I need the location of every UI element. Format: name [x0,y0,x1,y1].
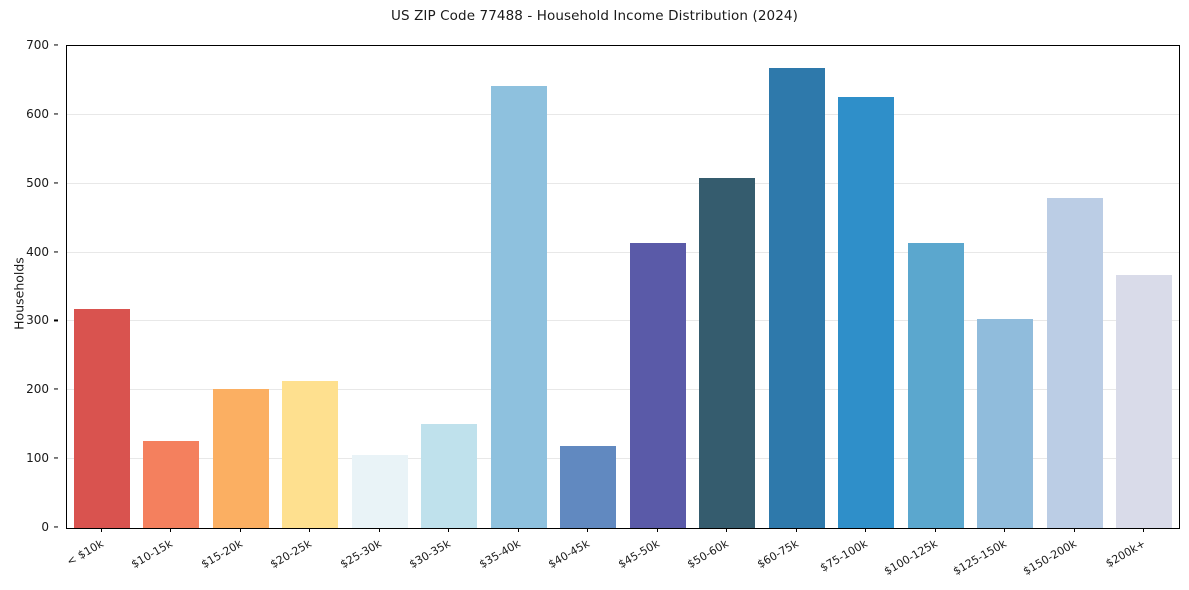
bar-slot [206,46,276,528]
x-tick-label: $40-45k [546,537,593,571]
y-tick-mark [54,319,58,321]
y-tick-mark [54,113,58,115]
bar[interactable] [351,455,408,528]
bar[interactable] [73,309,130,528]
bar-slot [137,46,207,528]
x-tick-label: $10-15k [129,537,176,571]
x-tick-mark [865,528,867,532]
x-slot: $125-150k [951,528,1040,590]
x-axis: < $10k $10-15k $15-20k $20-25k $25-30k $30-35… [64,528,1179,590]
x-tick-label: $30-35k [407,537,454,571]
x-tick-label: $20-25k [268,537,315,571]
x-tick-mark [517,528,519,532]
bar-slot [971,46,1041,528]
y-tick-label: 300 [26,313,49,328]
x-tick-label: $200k+ [1103,537,1149,571]
x-slot: $150-200k [1021,528,1109,590]
bar[interactable] [768,68,825,528]
x-slot: $40-45k [546,528,623,590]
x-slot: $30-35k [407,528,484,590]
x-slot: $10-15k [129,528,206,590]
x-tick-label: $15-20k [198,537,245,571]
x-slot: $100-125k [882,528,970,590]
y-tick-label: 0 [41,520,49,534]
bar[interactable] [699,177,756,528]
bar[interactable] [212,388,269,528]
x-slot: $25-30k [338,528,414,590]
x-tick-mark [100,528,102,532]
bar[interactable] [1046,197,1103,528]
x-slot: $200k+ [1104,528,1179,590]
bar[interactable] [560,446,617,528]
x-slot: $15-20k [199,528,275,590]
x-tick-label: $25-30k [337,537,384,571]
y-tick-mark [54,457,58,459]
y-tick-label: 400 [26,244,49,259]
y-tick-label: 200 [26,382,49,397]
x-slot: $50-60k [685,528,762,590]
y-tick-mark [54,251,58,253]
bar[interactable] [421,424,478,528]
bar-slot [623,46,693,528]
bar[interactable] [629,242,686,528]
bar[interactable] [907,242,964,528]
bar-slot [484,46,554,528]
x-tick-mark [726,528,728,532]
bar[interactable] [1116,275,1173,528]
bar-slot [276,46,346,528]
y-tick-label: 700 [26,38,49,52]
x-slot: $35-40k [477,528,553,590]
plot-area [66,45,1180,529]
x-slot: $60-75k [755,528,831,590]
bar-slot [67,46,137,528]
x-tick-mark [795,528,797,532]
bar-slot [1040,46,1110,528]
bar[interactable] [838,96,895,528]
x-tick-mark [656,528,658,532]
bar-series [67,46,1179,528]
x-tick-label: $45-50k [615,537,662,571]
bar[interactable] [490,85,547,528]
bar[interactable] [977,319,1034,528]
x-slot: $75-100k [818,528,901,590]
bar-slot [415,46,485,528]
bar-slot [1110,46,1180,528]
x-tick-label: $50-60k [685,537,732,571]
x-slot: $20-25k [268,528,345,590]
x-tick-mark [1073,528,1075,532]
x-tick-mark [448,528,450,532]
x-tick-mark [170,528,172,532]
chart-title: US ZIP Code 77488 - Household Income Dis… [391,8,798,24]
bar-slot [762,46,832,528]
x-tick-mark [378,528,380,532]
y-tick-mark [54,44,58,46]
y-tick-mark [54,526,58,528]
y-tick-mark [54,182,58,184]
x-slot: $45-50k [616,528,692,590]
x-tick-mark [239,528,241,532]
x-tick-mark [934,528,936,532]
bar[interactable] [143,440,200,528]
bar-slot [693,46,763,528]
x-tick-mark [1004,528,1006,532]
bar-slot [901,46,971,528]
y-tick-label: 100 [26,451,49,466]
x-tick-label: $35-40k [476,537,523,571]
x-tick-label: < $10k [64,537,106,569]
bar-slot [345,46,415,528]
y-tick-label: 600 [26,106,49,121]
x-tick-mark [587,528,589,532]
y-tick-mark [54,388,58,390]
x-slot: < $10k [64,528,136,590]
bar-slot [832,46,902,528]
y-tick-label: 500 [26,175,49,190]
bar[interactable] [282,380,339,528]
bar-slot [554,46,624,528]
y-axis: 0 100 200 300 400 500 600 700 [0,38,58,534]
x-tick-label: $60-75k [754,537,801,571]
x-tick-mark [309,528,311,532]
x-tick-mark [1143,528,1145,532]
